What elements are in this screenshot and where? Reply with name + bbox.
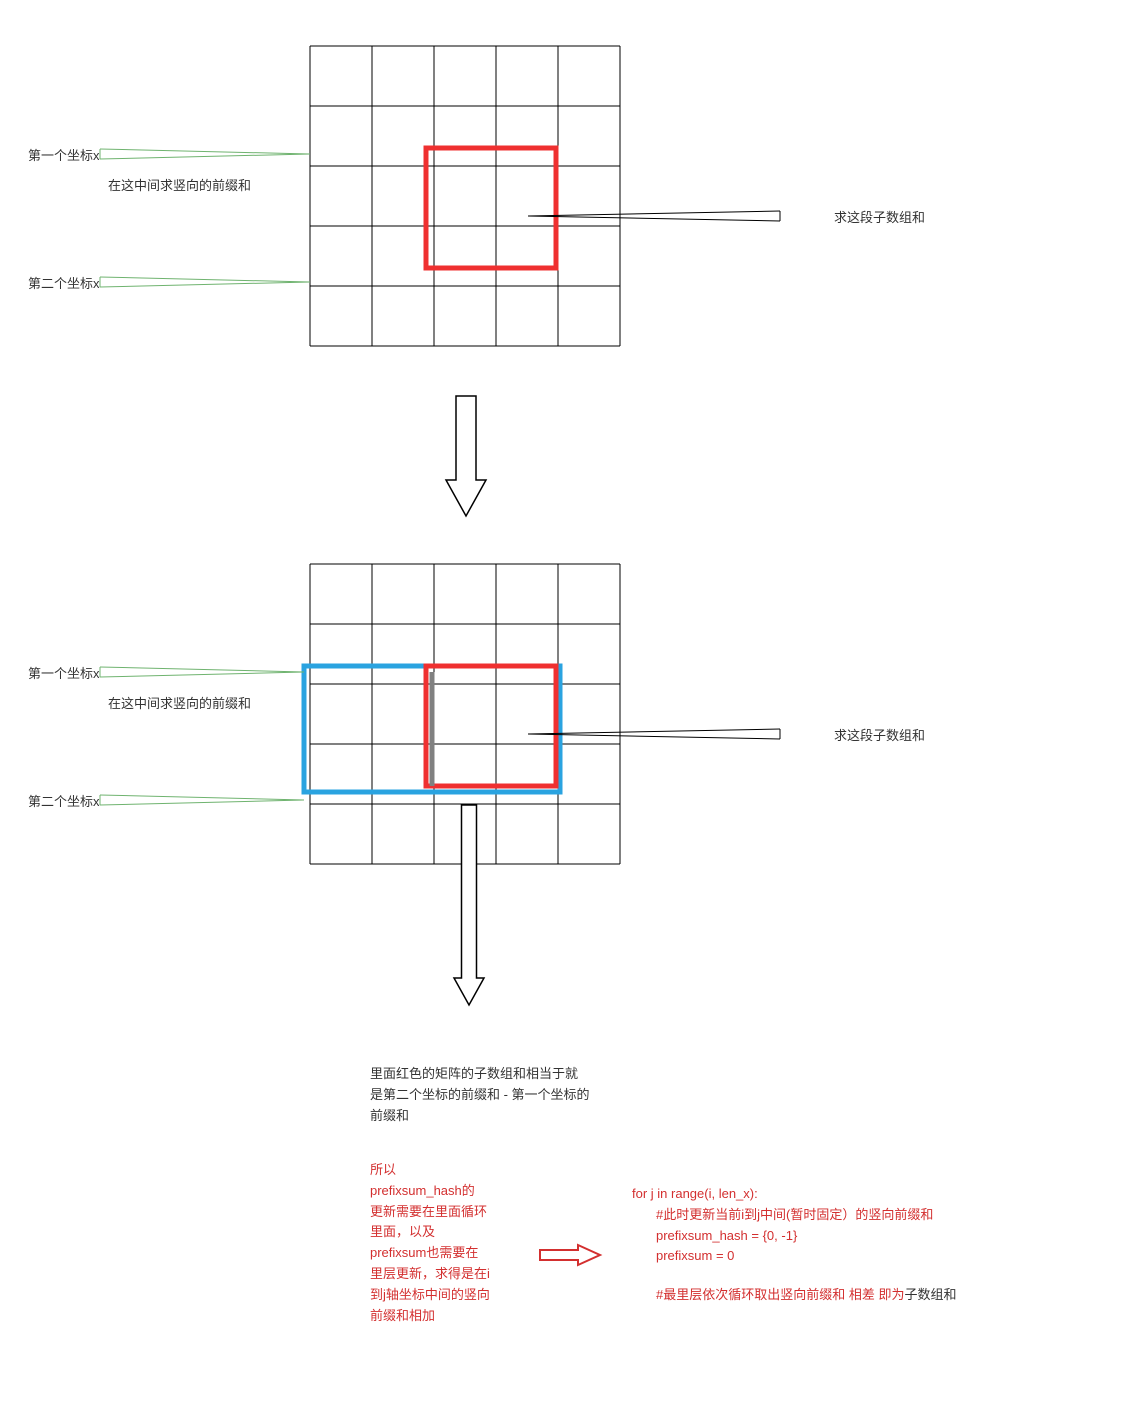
arrow-down-2: [454, 805, 484, 1005]
red-line-3: 更新需要在里面循环: [370, 1202, 540, 1223]
grid-1: [310, 46, 620, 346]
red-line-2: prefixsum_hash的: [370, 1181, 540, 1202]
code-line-2: #此时更新当前i到j中间(暂时固定）的竖向前缀和: [632, 1205, 1092, 1226]
label-midnote-b: 在这中间求竖向的前缀和: [108, 694, 268, 715]
code-block: for j in range(i, len_x): #此时更新当前i到j中间(暂…: [632, 1184, 1092, 1306]
red-line-1: 所以: [370, 1160, 540, 1181]
label-midnote-a: 在这中间求竖向的前缀和: [108, 176, 268, 197]
red-line-6: 里层更新，求得是在i: [370, 1264, 540, 1285]
code-blank: [632, 1267, 1092, 1285]
red-line-8: 前缀和相加: [370, 1306, 540, 1327]
code-line-3: prefixsum_hash = {0, -1}: [632, 1226, 1092, 1247]
arrow-right-red: [540, 1245, 600, 1265]
label-rightnote-b: 求这段子数组和: [834, 726, 925, 747]
code-line-1: for j in range(i, len_x):: [632, 1184, 1092, 1205]
code-line-5-main: #最里层依次循环取出竖向前缀和 相差 即为: [656, 1287, 904, 1302]
red-line-5: prefixsum也需要在: [370, 1243, 540, 1264]
label-coord1-a: 第一个坐标x: [28, 146, 100, 167]
red-line-7: 到j轴坐标中间的竖向: [370, 1285, 540, 1306]
label-coord2-b: 第二个坐标x: [28, 792, 100, 813]
label-rightnote-a: 求这段子数组和: [834, 208, 925, 229]
red-line-4: 里面，以及: [370, 1222, 540, 1243]
code-line-5: #最里层依次循环取出竖向前缀和 相差 即为子数组和: [632, 1285, 1092, 1306]
code-line-4: prefixsum = 0: [632, 1246, 1092, 1267]
label-coord2-a: 第二个坐标x: [28, 274, 100, 295]
explain-paragraph: 里面红色的矩阵的子数组和相当于就是第二个坐标的前缀和 - 第一个坐标的前缀和: [370, 1064, 590, 1126]
code-line-5-tail: 子数组和: [904, 1287, 956, 1302]
arrow-down-1: [446, 396, 486, 516]
red-note-left: 所以 prefixsum_hash的 更新需要在里面循环 里面，以及 prefi…: [370, 1160, 540, 1326]
label-coord1-b: 第一个坐标x: [28, 664, 100, 685]
